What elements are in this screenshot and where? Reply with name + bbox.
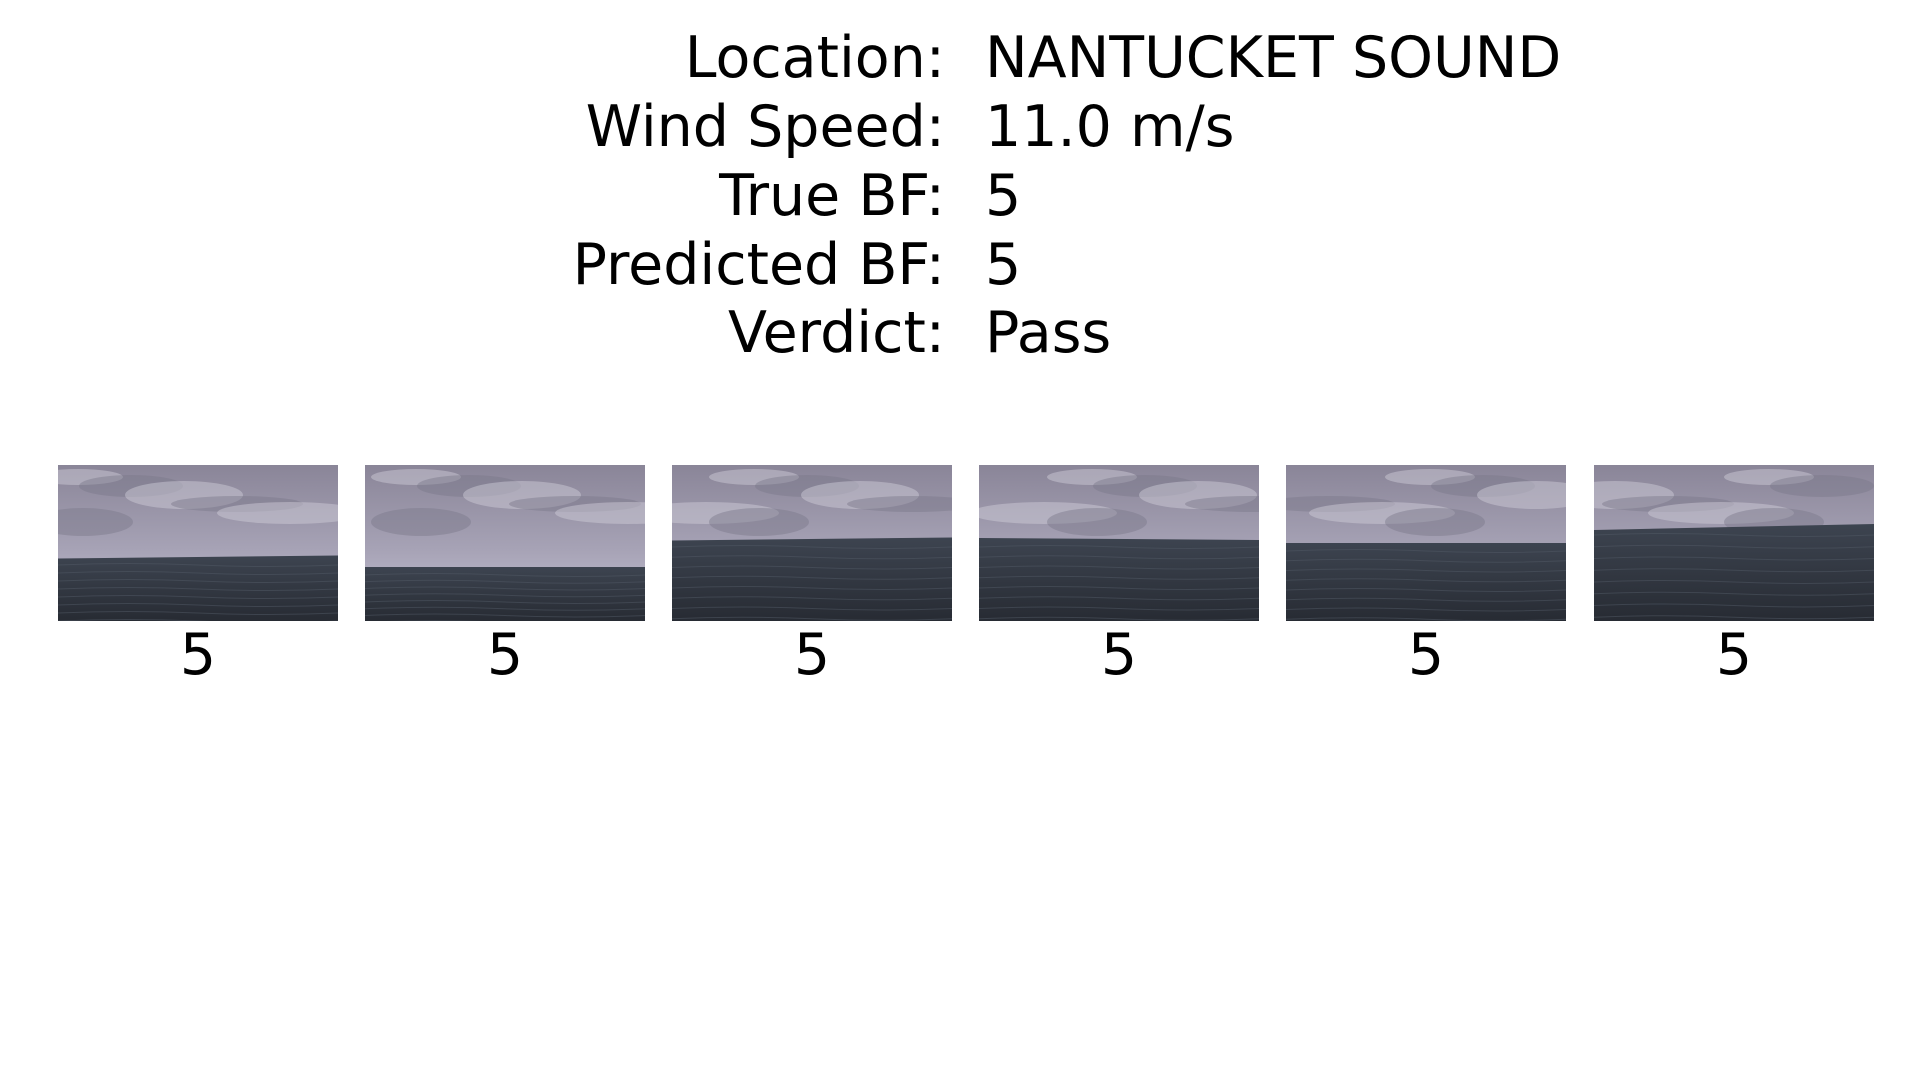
info-row-wind-speed: Wind Speed: 11.0 m/s xyxy=(0,93,1920,162)
location-value: NANTUCKET SOUND xyxy=(985,25,1562,91)
predicted-bf-label: Predicted BF: xyxy=(572,232,945,298)
info-row-predicted-bf: Predicted BF: 5 xyxy=(0,231,1920,300)
frame-2-label: 5 xyxy=(486,622,524,688)
frame-6-label: 5 xyxy=(1715,622,1753,688)
frame-3-label: 5 xyxy=(793,622,831,688)
true-bf-label: True BF: xyxy=(719,163,945,229)
info-row-location: Location: NANTUCKET SOUND xyxy=(0,24,1920,93)
sea-frame-3 xyxy=(672,465,952,621)
sea-image-6 xyxy=(1594,465,1874,621)
location-label: Location: xyxy=(684,25,945,91)
wind-speed-label: Wind Speed: xyxy=(585,94,945,160)
sea-image-2 xyxy=(365,465,645,621)
sea-frame-2 xyxy=(365,465,645,621)
true-bf-value: 5 xyxy=(985,163,1022,229)
sea-image-3 xyxy=(672,465,952,621)
sea-image-4 xyxy=(979,465,1259,621)
sea-image-5 xyxy=(1286,465,1566,621)
frame-5-label: 5 xyxy=(1407,622,1445,688)
wind-speed-value: 11.0 m/s xyxy=(985,94,1235,160)
verdict-label: Verdict: xyxy=(728,300,945,366)
sea-frame-4 xyxy=(979,465,1259,621)
sea-image-1 xyxy=(58,465,338,621)
info-row-true-bf: True BF: 5 xyxy=(0,162,1920,231)
verdict-value: Pass xyxy=(985,300,1112,366)
frame-1-label: 5 xyxy=(179,622,217,688)
sea-frame-5 xyxy=(1286,465,1566,621)
info-row-verdict: Verdict: Pass xyxy=(0,299,1920,368)
frame-4-label: 5 xyxy=(1100,622,1138,688)
sea-frame-6 xyxy=(1594,465,1874,621)
sea-frame-1 xyxy=(58,465,338,621)
predicted-bf-value: 5 xyxy=(985,232,1022,298)
